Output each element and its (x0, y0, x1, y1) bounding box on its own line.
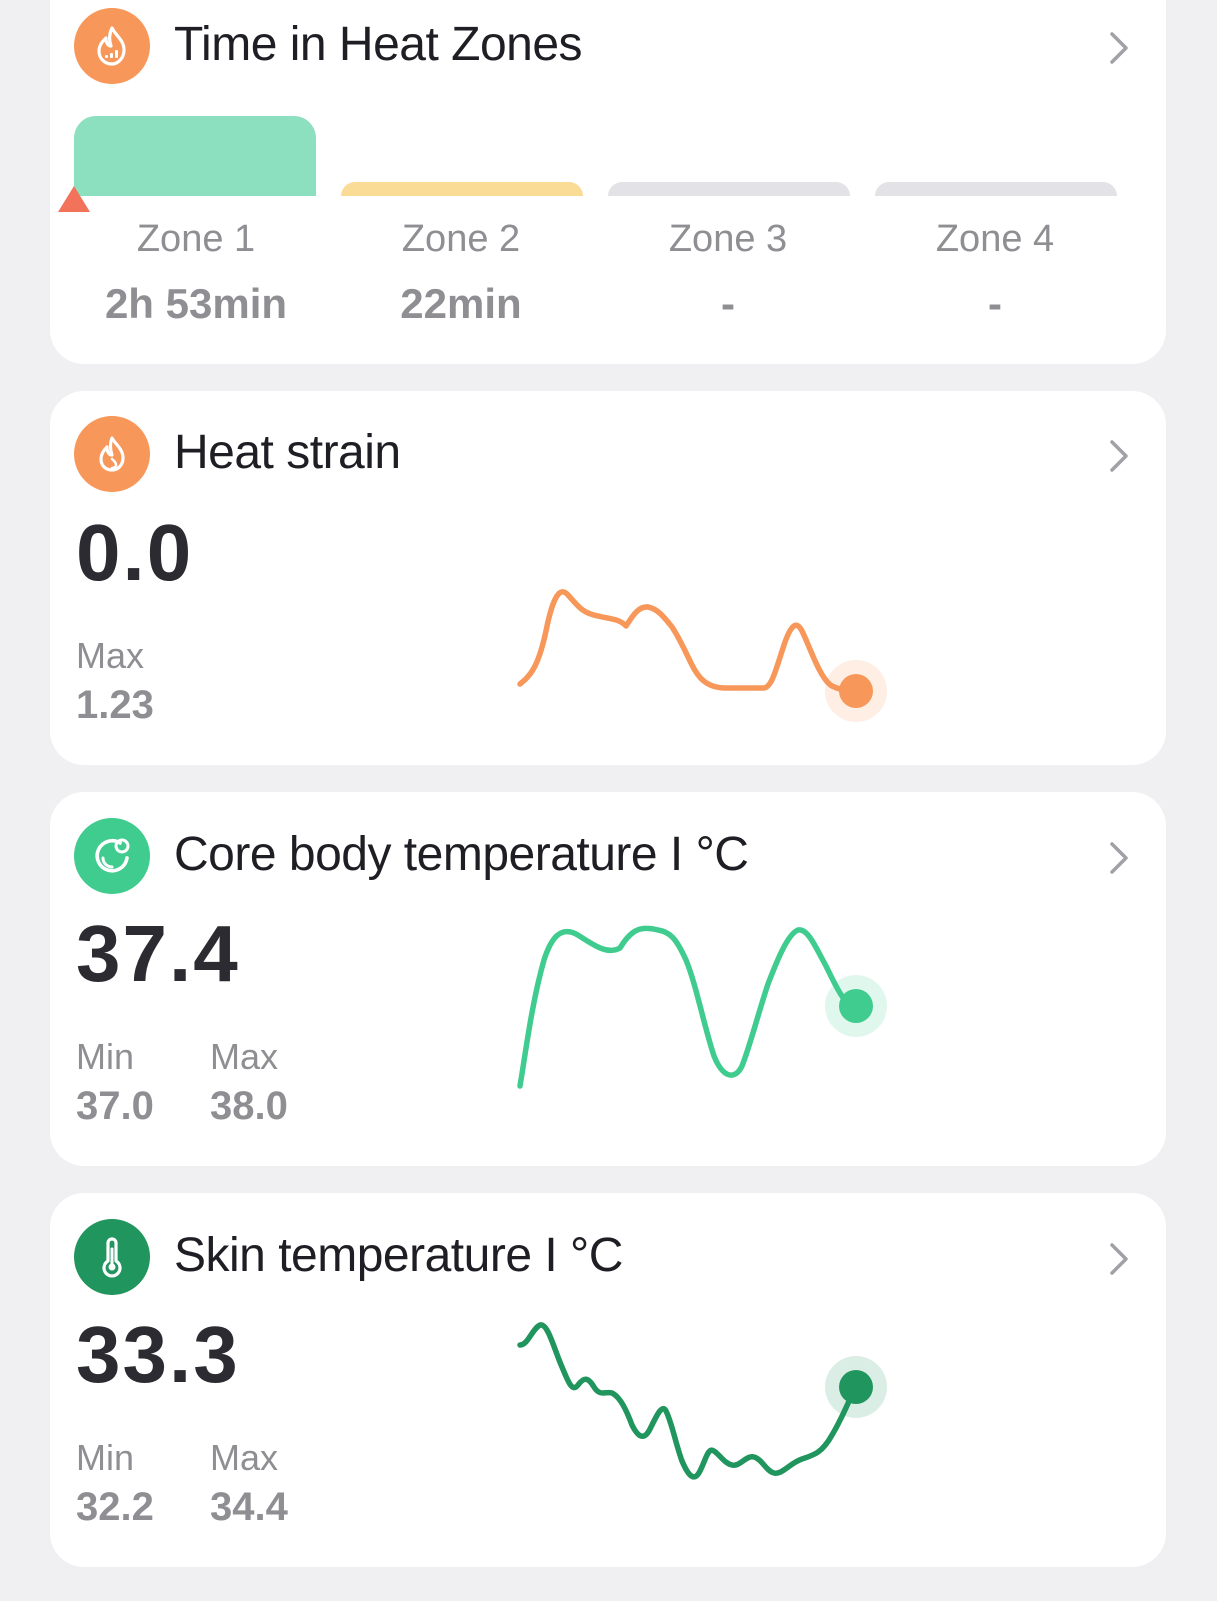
skin-temperature-card[interactable]: Skin temperature I °C 33.3 Min Max 32.2 … (50, 1193, 1166, 1567)
skin-temperature-value: 33.3 (76, 1310, 240, 1399)
zone-3-label: Zone 3 (668, 218, 788, 260)
skin-temperature-sparkline (517, 1322, 887, 1480)
max-label: Max (76, 635, 145, 676)
min-label: Min (76, 1437, 135, 1478)
zone-1-label: Zone 1 (136, 218, 256, 260)
max-label: Max (210, 1036, 279, 1077)
zone-1-time: 2h 53min (104, 280, 288, 327)
chevron-right-icon[interactable] (1102, 1239, 1136, 1279)
max-value: 1.23 (76, 683, 154, 727)
max-value: 34.4 (210, 1485, 288, 1529)
heat-zones-card[interactable]: Time in Heat Zones Zone 1 Zone 2 Zone 3 … (50, 0, 1166, 364)
zone-4-label: Zone 4 (935, 218, 1055, 260)
heat-strain-card[interactable]: Heat strain 0.0 Max 1.23 (50, 391, 1166, 765)
chevron-right-icon[interactable] (1102, 838, 1136, 878)
body-temperature-icon (74, 818, 150, 894)
flame-chart-icon (74, 8, 150, 84)
min-value: 32.2 (76, 1485, 154, 1529)
zone-2-label: Zone 2 (401, 218, 521, 260)
card-title: Core body temperature I °C (174, 828, 749, 881)
thermometer-icon (74, 1219, 150, 1295)
zone-3-bar (608, 182, 850, 196)
zone-3-time: - (721, 280, 735, 327)
max-label: Max (210, 1437, 279, 1478)
min-label: Min (76, 1036, 135, 1077)
zone-1-bar (74, 116, 316, 196)
zone-2-time: 22min (400, 280, 522, 327)
chevron-right-icon[interactable] (1102, 436, 1136, 476)
card-title: Time in Heat Zones (174, 18, 583, 71)
flame-icon (74, 416, 150, 492)
zone-2-bar (341, 182, 583, 196)
min-value: 37.0 (76, 1084, 154, 1128)
core-temperature-sparkline (517, 925, 887, 1089)
current-zone-marker (58, 186, 90, 212)
zone-4-time: - (988, 280, 1002, 327)
core-temperature-card[interactable]: Core body temperature I °C 37.4 Min Max … (50, 792, 1166, 1166)
max-value: 38.0 (210, 1084, 288, 1128)
heat-strain-sparkline (517, 589, 887, 722)
heat-strain-value: 0.0 (76, 508, 194, 597)
zone-4-bar (875, 182, 1117, 196)
core-temperature-value: 37.4 (76, 909, 240, 998)
card-title: Heat strain (174, 426, 401, 479)
chevron-right-icon[interactable] (1102, 28, 1136, 68)
card-title: Skin temperature I °C (174, 1229, 623, 1282)
